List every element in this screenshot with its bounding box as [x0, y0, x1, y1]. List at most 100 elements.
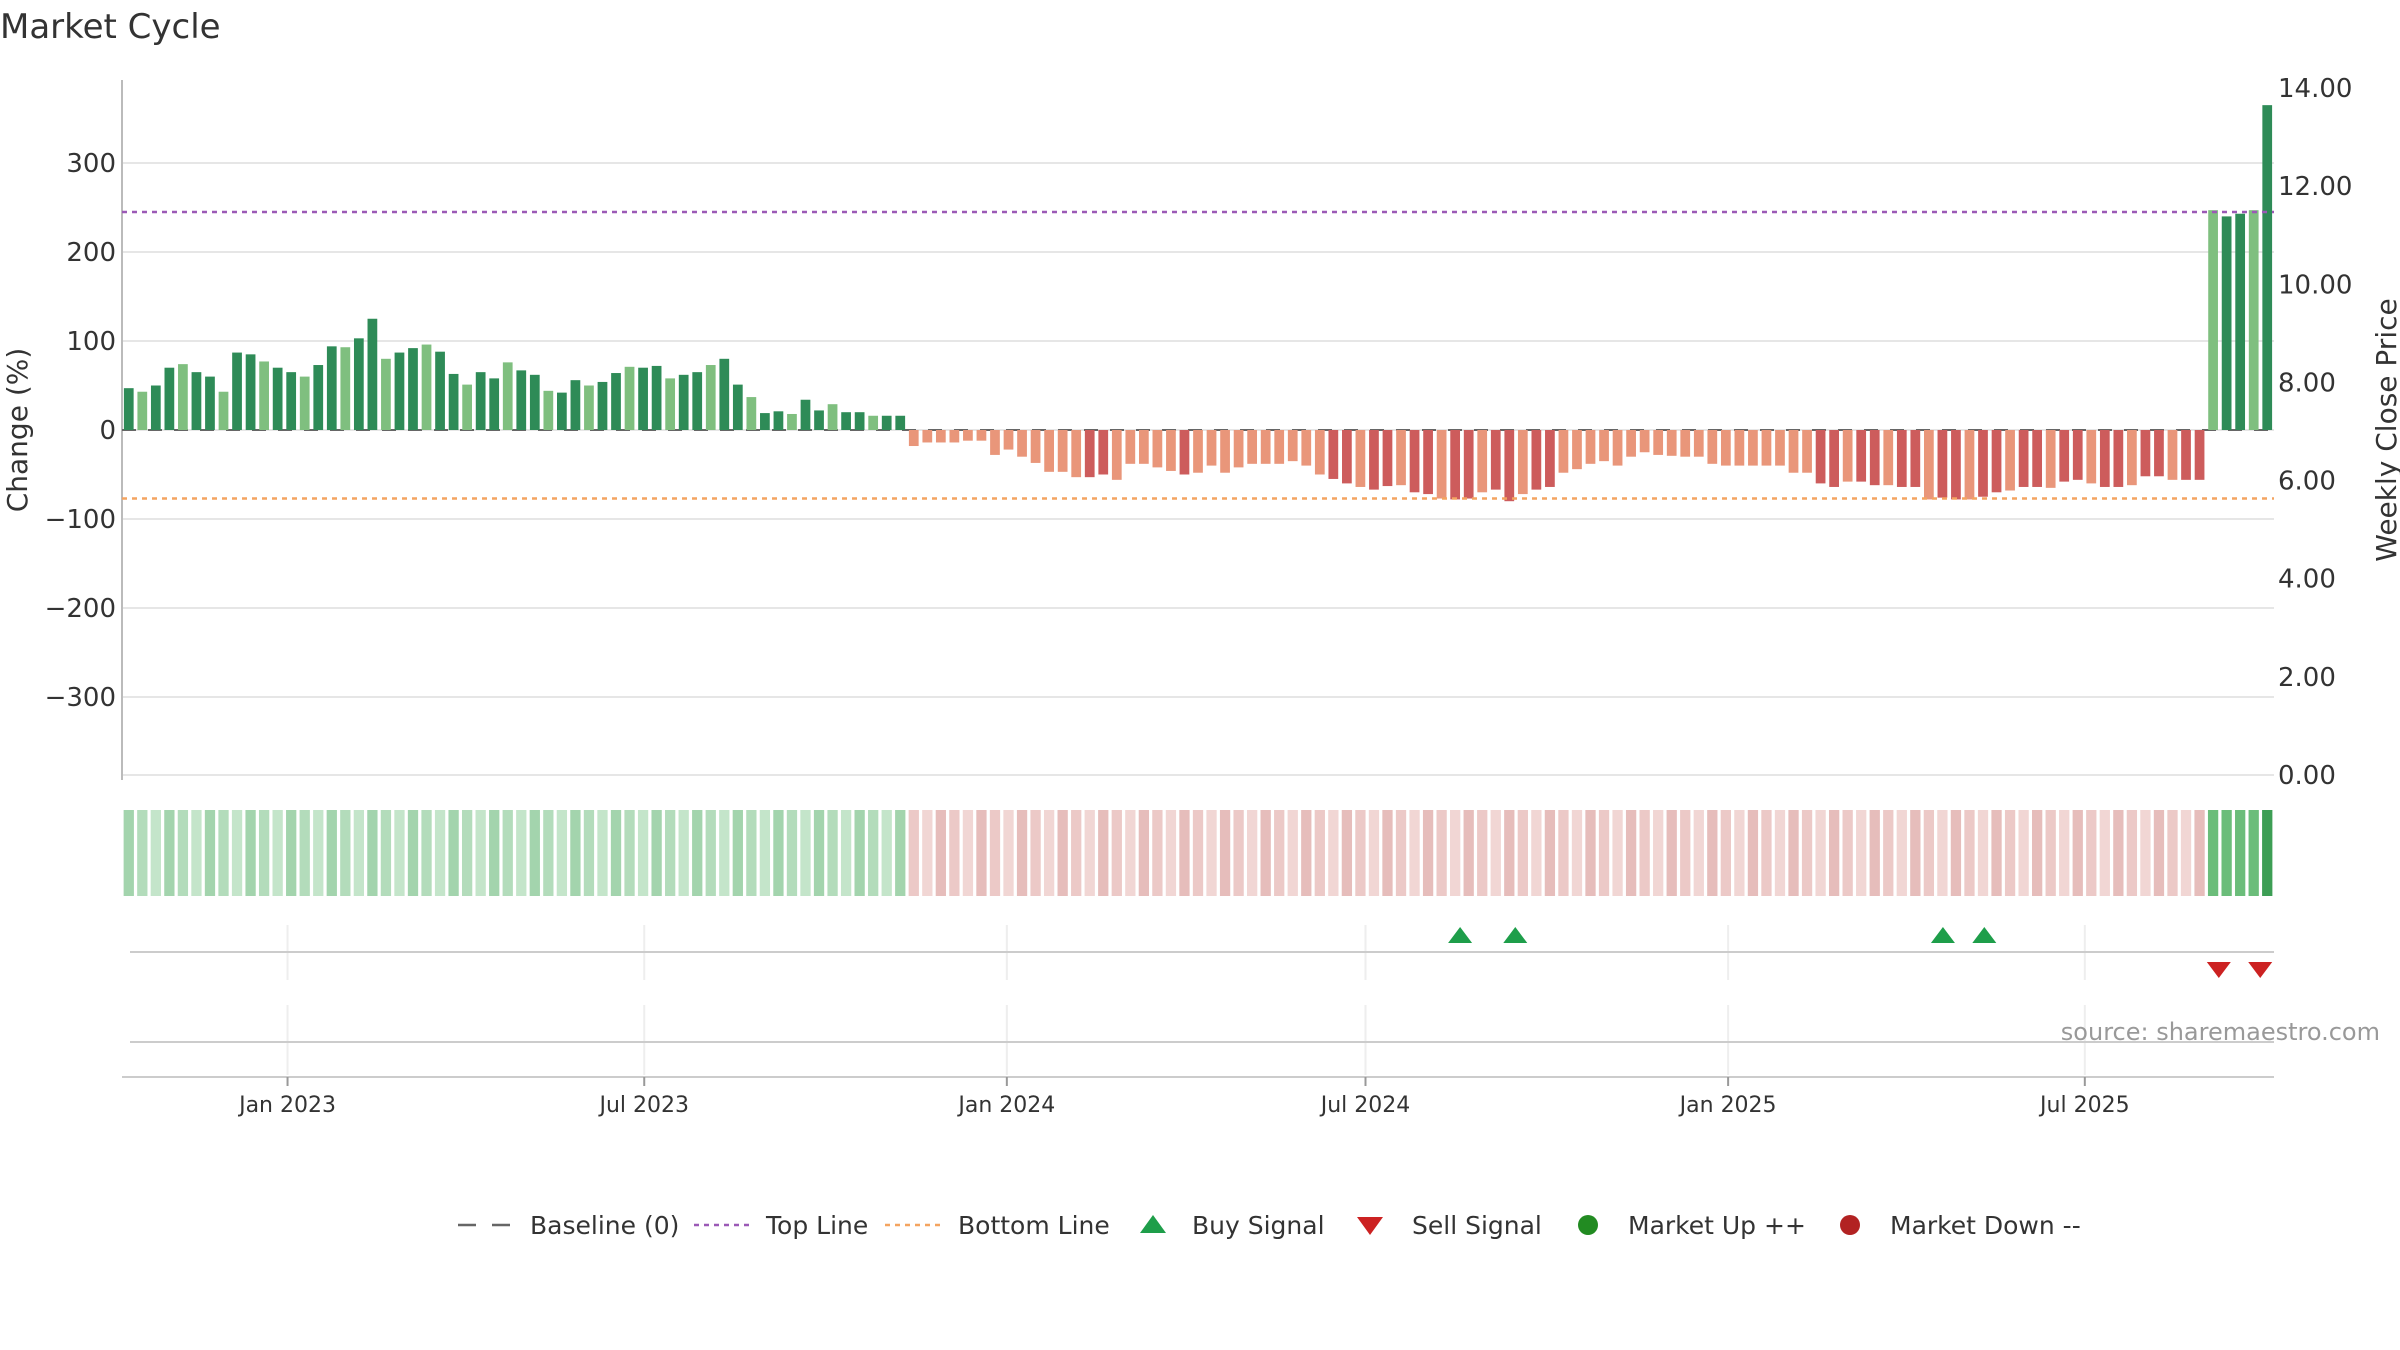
- bar: [1707, 430, 1718, 464]
- y2-tick-label: 14.00: [2278, 74, 2352, 104]
- heat-cell: [1828, 810, 1840, 896]
- bar: [1896, 430, 1907, 487]
- y-tick-label: 300: [66, 149, 116, 179]
- bar: [1111, 430, 1122, 480]
- heat-cell: [1504, 810, 1515, 896]
- bar: [1951, 430, 1961, 500]
- heat-cell: [908, 810, 919, 896]
- heat-cell: [637, 810, 649, 896]
- heat-cell: [935, 810, 946, 896]
- heat-cell: [1558, 810, 1569, 896]
- bar: [638, 367, 648, 430]
- heat-cell: [2045, 810, 2056, 896]
- legend-label: Top Line: [765, 1211, 868, 1240]
- y-tick-label: 100: [66, 327, 116, 357]
- heat-cell: [1680, 810, 1691, 896]
- bar: [2235, 213, 2246, 430]
- heat-cell: [2194, 810, 2205, 896]
- bar: [692, 372, 703, 430]
- y2-tick-label: 2.00: [2278, 663, 2336, 693]
- bar: [1829, 430, 1839, 487]
- bar: [340, 347, 351, 430]
- heat-cell: [813, 810, 825, 896]
- bar: [543, 390, 554, 430]
- buy-signal-marker: [1503, 927, 1528, 943]
- bar: [976, 430, 987, 441]
- heat-cell: [2072, 810, 2083, 896]
- heat-cell: [1477, 810, 1488, 896]
- heat-cell: [1625, 810, 1637, 896]
- heat-cell: [1368, 810, 1380, 896]
- bar: [1071, 430, 1082, 478]
- heat-cell: [2018, 810, 2029, 896]
- y-tick-label: 200: [66, 238, 116, 268]
- bar: [529, 374, 540, 430]
- bar: [1585, 430, 1596, 464]
- bar: [773, 411, 784, 430]
- bar: [1274, 430, 1285, 464]
- bar: [1342, 430, 1352, 484]
- heat-cell: [2099, 810, 2110, 896]
- bar: [1396, 430, 1406, 486]
- heat-cell: [1463, 810, 1474, 896]
- heat-cell: [1585, 810, 1596, 896]
- bar: [611, 373, 621, 430]
- bar: [1152, 430, 1163, 468]
- bar: [1220, 430, 1230, 473]
- bar: [1964, 430, 1975, 500]
- heat-cell: [2032, 810, 2043, 896]
- bar: [814, 410, 824, 430]
- heat-cell: [258, 810, 270, 896]
- heat-cell: [746, 810, 757, 896]
- heat-cell: [840, 810, 852, 896]
- bar: [259, 361, 269, 430]
- bar: [286, 372, 297, 430]
- heat-cell: [1788, 810, 1799, 896]
- heat-cell: [854, 810, 865, 896]
- bar: [1504, 430, 1515, 502]
- bar: [1369, 430, 1379, 490]
- bar: [326, 346, 337, 430]
- bar: [1463, 430, 1474, 499]
- heat-cell: [1774, 810, 1786, 896]
- bar: [2181, 430, 2191, 480]
- bar: [2059, 430, 2070, 482]
- heat-cell: [895, 810, 906, 896]
- bar: [2127, 430, 2137, 486]
- y-tick-label: −300: [45, 683, 116, 713]
- bar: [2208, 210, 2218, 430]
- heat-cell: [1247, 810, 1258, 896]
- bar: [1883, 430, 1894, 486]
- heat-cell: [2126, 810, 2138, 896]
- bar: [1328, 430, 1339, 479]
- bar: [1978, 430, 1988, 497]
- bar: [2086, 430, 2097, 484]
- bar: [881, 415, 892, 430]
- legend-label: Market Up ++: [1628, 1211, 1806, 1240]
- bar: [1233, 430, 1244, 468]
- bar: [1206, 430, 1217, 466]
- heat-cell: [1260, 810, 1271, 896]
- bar: [489, 378, 500, 430]
- bar: [800, 399, 811, 430]
- heat-cell: [461, 810, 473, 896]
- bar: [922, 430, 933, 443]
- bar: [1734, 430, 1745, 466]
- bar: [2167, 430, 2178, 480]
- heat-cell: [1274, 810, 1285, 896]
- bar: [394, 352, 405, 430]
- bar: [1612, 430, 1623, 466]
- bar: [421, 344, 432, 430]
- bar: [1301, 430, 1312, 466]
- heat-cell: [1896, 810, 1907, 896]
- bar: [475, 372, 486, 430]
- bar: [462, 384, 472, 430]
- heat-cell: [692, 810, 703, 896]
- bar: [1030, 430, 1041, 463]
- heat-cell: [123, 810, 134, 896]
- bar: [1098, 430, 1109, 475]
- bar: [949, 430, 960, 443]
- heat-cell: [1016, 810, 1028, 896]
- heat-cell: [2180, 810, 2192, 896]
- heat-cell: [1747, 810, 1759, 896]
